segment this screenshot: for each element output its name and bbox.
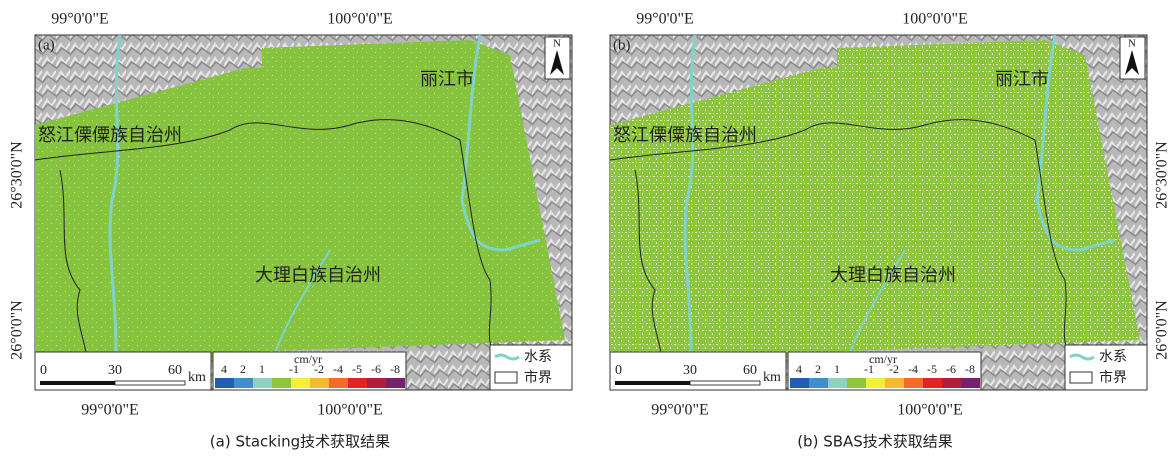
colorbar-label: 4 [796, 362, 802, 376]
scale-tick-label: 0 [615, 363, 622, 378]
figure: (a)N丽江市怒江傈僳族自治州大理白族自治州03060kmcm/yr421-1-… [0, 0, 1175, 457]
legend-label: 市界 [524, 369, 552, 386]
colorbar-label: -2 [314, 362, 324, 376]
scale-bar [690, 381, 760, 385]
color-swatch [828, 378, 847, 388]
scale-unit: km [188, 370, 206, 385]
colorbar-label: -6 [371, 362, 381, 376]
place-name: 大理白族自治州 [255, 265, 381, 286]
longitude-label: 99°0'0"E [81, 402, 139, 419]
longitude-label: 100°0'0"E [897, 402, 963, 419]
colorbar-label: 1 [259, 362, 265, 376]
north-label: N [1128, 38, 1136, 50]
latitude-label: 26°0'0"N [1154, 300, 1171, 360]
colorbar-label: 1 [834, 362, 840, 376]
longitude-label: 100°0'0"E [902, 11, 968, 28]
color-swatch [847, 378, 866, 388]
latitude-label: 26°0'0"N [9, 300, 26, 360]
longitude-label: 99°0'0"E [51, 11, 109, 28]
colorbar-label: 4 [221, 362, 227, 376]
color-swatch [885, 378, 904, 388]
color-swatch [942, 378, 961, 388]
latitude-label: 26°30'0"N [9, 141, 26, 209]
colorbar-label: -2 [889, 362, 899, 376]
color-swatch [234, 378, 253, 388]
legend-boundary-symbol [1070, 372, 1092, 383]
color-swatch [215, 378, 234, 388]
colorbar-label: -8 [390, 362, 400, 376]
caption: (a) Stacking技术获取结果 [210, 433, 390, 451]
color-swatch [923, 378, 942, 388]
north-label: N [553, 38, 561, 50]
colorbar-label: 2 [815, 362, 821, 376]
colorbar-label: -8 [965, 362, 975, 376]
color-swatch [961, 378, 980, 388]
scale-tick-label: 30 [108, 363, 122, 378]
place-name: 丽江市 [995, 69, 1049, 90]
color-swatch [809, 378, 828, 388]
place-name: 怒江傈僳族自治州 [613, 125, 757, 146]
longitude-label: 99°0'0"E [651, 402, 709, 419]
scale-tick-label: 60 [743, 363, 757, 378]
colorbar-label: -5 [352, 362, 362, 376]
caption: (b) SBAS技术获取结果 [797, 433, 953, 451]
color-swatch [348, 378, 367, 388]
longitude-label: 100°0'0"E [317, 402, 383, 419]
legend-boundary-symbol [495, 372, 517, 383]
scale-tick-label: 30 [683, 363, 697, 378]
scale-bar [615, 381, 690, 385]
colorbar-label: -4 [908, 362, 918, 376]
place-name: 丽江市 [420, 69, 474, 90]
longitude-label: 100°0'0"E [327, 11, 393, 28]
color-swatch [272, 378, 291, 388]
scale-bar [40, 381, 115, 385]
color-swatch [310, 378, 329, 388]
colorbar-label: -1 [864, 362, 874, 376]
color-swatch [367, 378, 386, 388]
colorbar-label: -6 [946, 362, 956, 376]
scale-tick-label: 60 [168, 363, 182, 378]
latitude-label: 26°30'0"N [1154, 141, 1171, 209]
color-swatch [904, 378, 923, 388]
scale-tick-label: 0 [40, 363, 47, 378]
color-swatch [386, 378, 405, 388]
legend-label: 市界 [1099, 369, 1127, 386]
scale-bar [115, 381, 185, 385]
place-name: 怒江傈僳族自治州 [38, 125, 182, 146]
longitude-label: 99°0'0"E [636, 11, 694, 28]
panel-label: (b) [613, 37, 631, 53]
legend-label: 水系 [1099, 349, 1127, 365]
scale-unit: km [763, 370, 781, 385]
colorbar-label: -1 [289, 362, 299, 376]
color-swatch [291, 378, 310, 388]
colorbar-label: 2 [240, 362, 246, 376]
panel-label: (a) [38, 37, 55, 53]
colorbar-label: -5 [927, 362, 937, 376]
legend-label: 水系 [524, 349, 552, 365]
color-swatch [329, 378, 348, 388]
color-swatch [790, 378, 809, 388]
color-swatch [866, 378, 885, 388]
place-name: 大理白族自治州 [830, 265, 956, 286]
colorbar-label: -4 [333, 362, 343, 376]
color-swatch [253, 378, 272, 388]
